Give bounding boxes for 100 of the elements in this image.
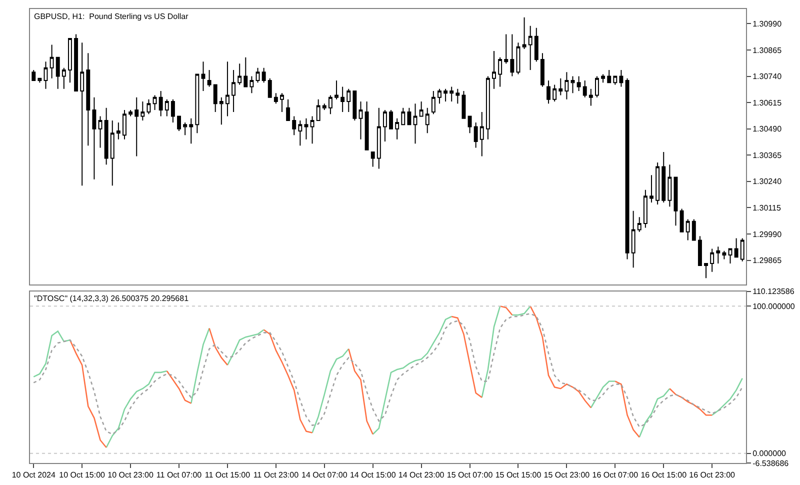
candlestick bbox=[286, 98, 290, 121]
candlestick bbox=[32, 69, 36, 81]
x-tick-label: 10 Oct 15:00 bbox=[59, 470, 106, 480]
candlestick bbox=[250, 76, 254, 94]
candlestick bbox=[358, 101, 363, 140]
y-tick-label: -6.538686 bbox=[752, 458, 790, 468]
y-tick-label: 1.30615 bbox=[752, 98, 782, 108]
candlestick bbox=[431, 90, 436, 115]
y-tick-label: 110.123586 bbox=[752, 287, 795, 296]
x-tick-label: 11 Oct 23:00 bbox=[253, 470, 300, 480]
x-tick-label: 10 Oct 23:00 bbox=[108, 470, 154, 480]
x-tick-label: 15 Oct 07:00 bbox=[446, 470, 494, 480]
candlestick bbox=[486, 76, 490, 140]
candlestick bbox=[734, 238, 738, 258]
candlestick bbox=[98, 116, 102, 148]
candlestick bbox=[164, 98, 169, 117]
candlestick bbox=[334, 80, 338, 100]
candlestick bbox=[686, 218, 690, 241]
candlestick bbox=[588, 88, 593, 106]
y-tick-label: 1.29990 bbox=[752, 230, 782, 239]
candlestick bbox=[213, 84, 218, 113]
candlestick bbox=[189, 118, 194, 144]
y-tick-label: 1.30865 bbox=[752, 46, 782, 55]
candlestick bbox=[62, 67, 66, 90]
candlestick bbox=[310, 116, 314, 144]
candlestick bbox=[304, 118, 308, 140]
candlestick bbox=[195, 74, 200, 134]
candlestick bbox=[650, 174, 654, 203]
candlestick bbox=[552, 84, 557, 102]
y-tick-label: 1.30740 bbox=[752, 72, 782, 82]
candlestick bbox=[146, 98, 151, 115]
x-tick-label: 16 Oct 15:00 bbox=[640, 470, 688, 480]
candlestick bbox=[370, 151, 375, 168]
candlestick bbox=[716, 246, 720, 264]
candlestick bbox=[576, 76, 581, 92]
candlestick bbox=[56, 56, 60, 90]
candlestick bbox=[128, 109, 133, 117]
candlestick bbox=[492, 50, 496, 90]
candlestick bbox=[364, 101, 369, 150]
candlestick bbox=[407, 107, 412, 126]
candlestick bbox=[668, 164, 672, 208]
candlestick bbox=[619, 69, 624, 88]
candlestick bbox=[352, 90, 357, 121]
candlestick bbox=[201, 61, 206, 92]
candlestick bbox=[86, 52, 90, 146]
candlestick bbox=[540, 52, 544, 88]
candlestick bbox=[582, 80, 587, 98]
candlestick bbox=[268, 78, 272, 98]
candlestick bbox=[595, 76, 599, 98]
candlestick bbox=[674, 176, 678, 226]
candlestick bbox=[710, 248, 714, 272]
candlestick bbox=[346, 88, 351, 113]
candlestick bbox=[528, 25, 532, 70]
candlestick bbox=[74, 34, 78, 92]
candlestick bbox=[425, 107, 430, 134]
candlestick bbox=[177, 116, 181, 132]
candlestick bbox=[570, 76, 575, 94]
candlestick bbox=[522, 16, 526, 50]
y-tick-label: 1.30365 bbox=[752, 150, 782, 160]
x-tick-label: 14 Oct 07:00 bbox=[301, 470, 348, 480]
candlestick bbox=[692, 218, 696, 241]
candlestick bbox=[152, 94, 157, 110]
candlestick bbox=[498, 56, 502, 88]
candlestick bbox=[207, 69, 212, 88]
candlestick bbox=[225, 61, 230, 117]
candlestick bbox=[462, 90, 466, 119]
candlestick bbox=[456, 88, 460, 104]
candlestick bbox=[134, 96, 139, 157]
candlestick bbox=[322, 103, 326, 110]
candlestick bbox=[256, 67, 260, 84]
candlestick bbox=[401, 107, 406, 126]
y-tick-label: 100.000000 bbox=[752, 302, 796, 311]
x-tick-label: 14 Oct 15:00 bbox=[350, 470, 396, 480]
candlestick bbox=[244, 56, 248, 88]
candlestick bbox=[80, 42, 84, 186]
candlestick bbox=[546, 80, 551, 104]
x-tick-label: 11 Oct 07:00 bbox=[156, 470, 202, 480]
candlestick bbox=[389, 109, 394, 130]
candlestick bbox=[262, 67, 266, 84]
candlestick bbox=[607, 69, 612, 84]
x-tick-label: 15 Oct 23:00 bbox=[544, 470, 590, 480]
candlestick bbox=[158, 90, 163, 117]
candlestick bbox=[122, 109, 126, 140]
candlestick bbox=[438, 88, 442, 104]
candlestick bbox=[631, 210, 636, 268]
candlestick bbox=[219, 96, 224, 126]
y-tick-label: 1.30490 bbox=[752, 124, 782, 134]
y-tick-label: 1.30115 bbox=[752, 204, 782, 213]
candlestick bbox=[232, 69, 236, 113]
candlestick bbox=[722, 250, 726, 260]
y-tick-label: 1.30990 bbox=[752, 20, 782, 29]
y-tick-label: 1.30240 bbox=[752, 177, 782, 186]
candlestick bbox=[170, 98, 175, 124]
candlestick bbox=[238, 63, 242, 86]
candlestick bbox=[558, 78, 563, 96]
candlestick bbox=[613, 76, 618, 86]
candlestick bbox=[504, 34, 508, 64]
candlestick bbox=[280, 92, 284, 113]
chart-title: GBPUSD, H1: Pound Sterling vs US Dollar bbox=[34, 12, 189, 21]
candlestick bbox=[140, 101, 145, 121]
